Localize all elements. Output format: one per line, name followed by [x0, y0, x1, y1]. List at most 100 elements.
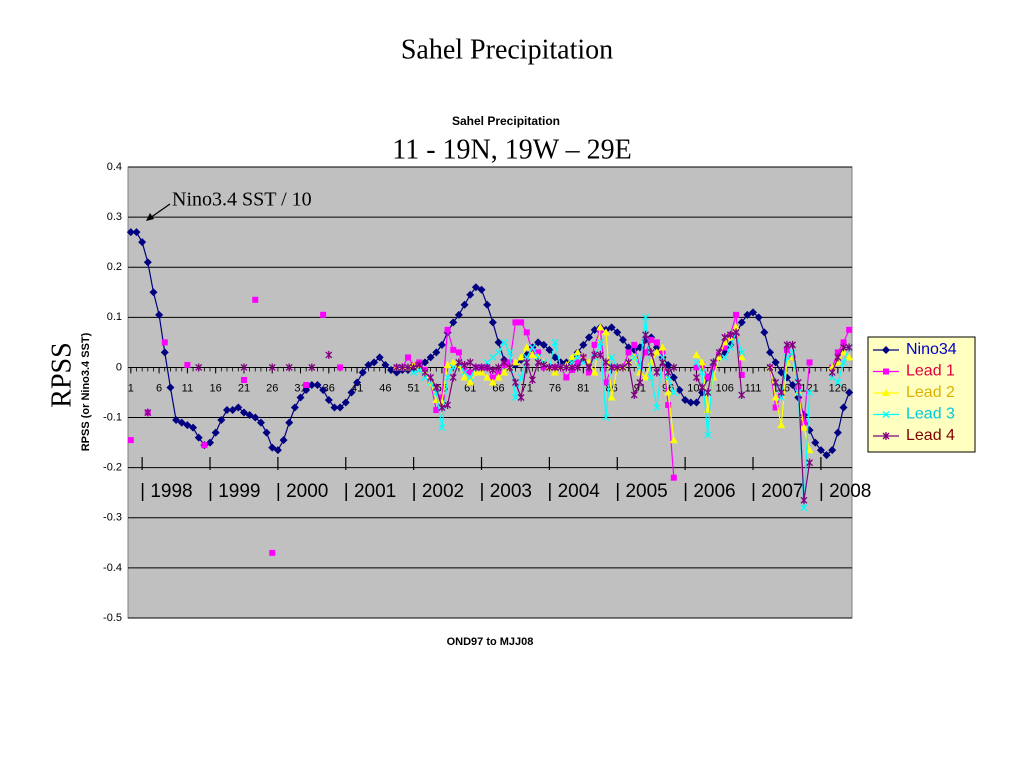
point: [806, 458, 814, 467]
point: [189, 423, 198, 432]
point: [574, 359, 581, 366]
point: [839, 403, 848, 412]
point: [658, 343, 667, 351]
point: [545, 363, 553, 372]
point: [665, 402, 672, 409]
x-tick-label: 16: [210, 382, 222, 394]
x-tick-label: 51: [408, 382, 420, 394]
point: [602, 358, 610, 367]
point: [652, 348, 661, 356]
plot-area: [127, 166, 853, 619]
point: [777, 388, 785, 397]
point: [805, 446, 814, 454]
y-tick-label: 0.3: [107, 211, 122, 223]
point: [268, 443, 277, 452]
point: [806, 389, 814, 396]
point: [461, 366, 468, 373]
point: [840, 358, 847, 366]
point: [602, 414, 610, 422]
point: [478, 363, 485, 372]
point: [602, 379, 609, 386]
point: [772, 404, 779, 411]
point: [534, 353, 542, 361]
point: [240, 376, 247, 383]
point: [698, 368, 706, 376]
point: [540, 360, 548, 369]
point: [653, 368, 661, 377]
point: [845, 343, 853, 352]
point: [268, 363, 276, 372]
point: [302, 385, 311, 394]
point: [568, 363, 576, 372]
point: [183, 421, 192, 430]
legend-label: Lead 1: [906, 363, 955, 380]
y-axis-title: RPSS: [46, 342, 77, 407]
point: [420, 358, 429, 367]
y-tick-label: -0.3: [103, 512, 122, 524]
point: [783, 340, 791, 349]
legend-label: Nino34: [906, 341, 957, 358]
point: [437, 340, 446, 349]
point: [591, 341, 598, 348]
year-label: | 2001: [344, 481, 396, 502]
point: [381, 360, 390, 369]
point: [392, 368, 401, 377]
point: [194, 433, 203, 442]
point: [698, 358, 707, 366]
point: [370, 358, 379, 367]
point: [732, 323, 741, 331]
legend-label: Lead 4: [906, 427, 955, 444]
point: [596, 350, 604, 359]
point: [483, 363, 491, 372]
slide-title: Sahel Precipitation: [401, 34, 613, 65]
point: [466, 374, 474, 381]
point: [375, 353, 384, 362]
point: [630, 391, 638, 400]
point: [596, 338, 604, 346]
point: [347, 388, 356, 397]
point: [715, 353, 724, 361]
point: [477, 285, 486, 294]
point: [511, 358, 520, 366]
point: [240, 363, 248, 372]
point: [494, 373, 503, 381]
point: [562, 363, 570, 372]
point: [450, 346, 457, 353]
point: [709, 373, 718, 381]
point: [692, 358, 700, 366]
point: [669, 436, 678, 444]
x-tick-label: 46: [379, 382, 391, 394]
point: [155, 310, 164, 319]
point: [144, 408, 152, 417]
point: [733, 311, 740, 318]
point: [828, 374, 836, 381]
point: [127, 437, 134, 444]
point: [840, 343, 847, 352]
year-label: | 2007: [751, 481, 803, 502]
point: [630, 353, 638, 361]
point: [222, 406, 231, 415]
point: [845, 353, 854, 361]
point: [563, 374, 570, 381]
point: [437, 398, 446, 406]
point: [584, 333, 593, 342]
point: [692, 373, 700, 382]
point: [590, 368, 599, 376]
y-tick-label: 0.2: [107, 261, 122, 273]
point: [794, 378, 802, 387]
point: [461, 368, 469, 376]
point: [506, 363, 514, 372]
point: [845, 388, 854, 397]
point: [539, 340, 548, 349]
point: [721, 333, 729, 342]
point: [285, 363, 293, 372]
point: [438, 403, 446, 412]
point: [664, 374, 672, 381]
point: [631, 341, 638, 348]
point: [557, 363, 565, 372]
point: [132, 228, 141, 237]
point: [506, 348, 514, 356]
point: [217, 416, 226, 425]
x-tick-label: 26: [266, 382, 278, 394]
point: [528, 375, 536, 384]
